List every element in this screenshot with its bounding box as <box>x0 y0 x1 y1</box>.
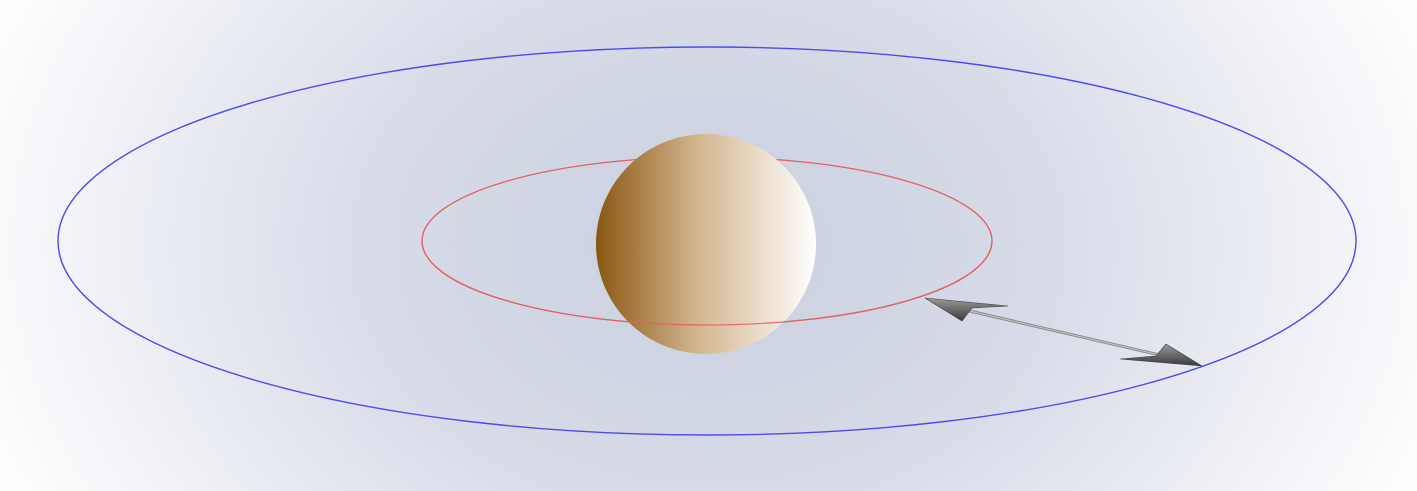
planet-sphere-icon <box>596 134 816 354</box>
arrow-shaft-highlight <box>934 302 1191 363</box>
double-headed-arrow-icon <box>924 297 1203 367</box>
outer-orbit-ellipse <box>57 46 1357 436</box>
arrow-head-inner <box>924 297 1009 322</box>
inner-orbit-front-segment <box>421 241 993 326</box>
arrow-head-outer <box>1119 343 1203 367</box>
